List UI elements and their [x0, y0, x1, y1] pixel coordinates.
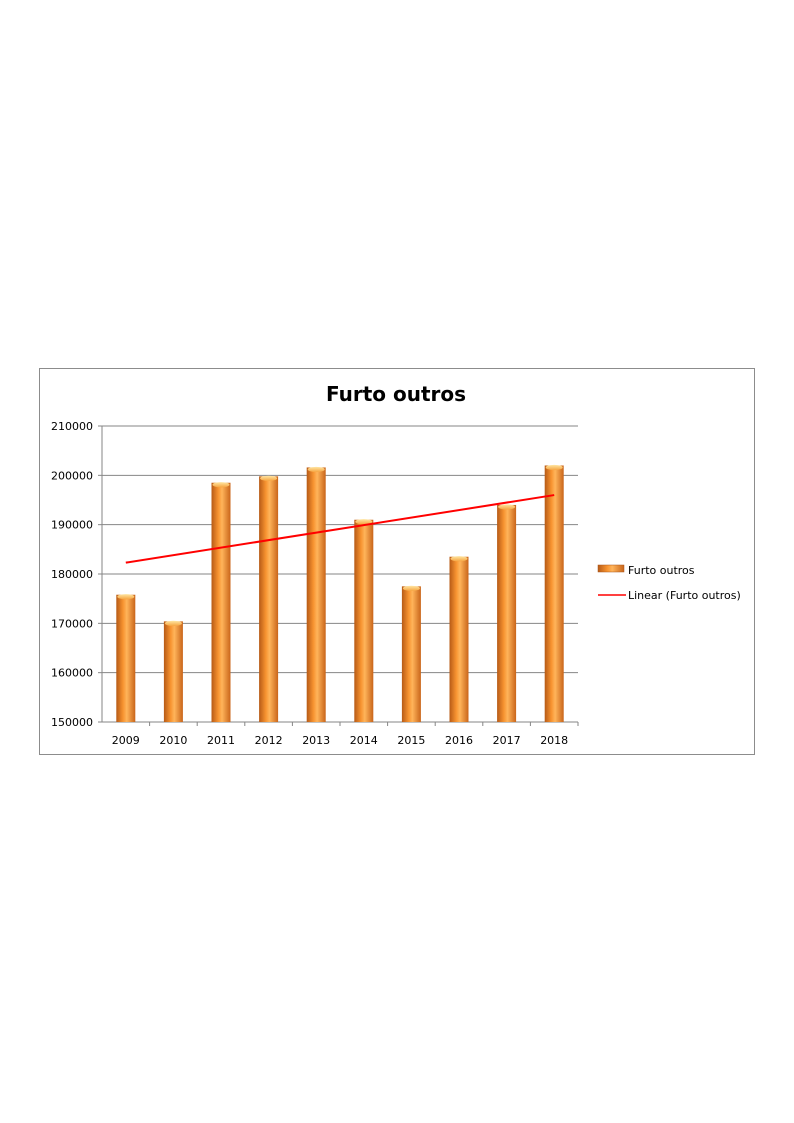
bar	[354, 519, 374, 722]
x-tick-label: 2015	[397, 734, 425, 747]
bar-cap	[355, 519, 373, 525]
x-tick-label: 2010	[159, 734, 187, 747]
y-tick-label: 200000	[51, 469, 93, 482]
y-tick-label: 180000	[51, 568, 93, 581]
bar-cap	[260, 475, 278, 481]
bar-cap	[212, 482, 230, 488]
bar-cap	[164, 620, 182, 626]
bar	[401, 586, 421, 722]
trendline	[125, 494, 555, 564]
bar-cap	[402, 585, 420, 591]
y-tick-label: 160000	[51, 667, 93, 680]
y-tick-label: 170000	[51, 617, 93, 630]
bar	[544, 465, 564, 722]
bar	[211, 482, 231, 722]
bar	[449, 556, 469, 722]
x-tick-label: 2014	[350, 734, 378, 747]
bar	[163, 621, 183, 722]
bar-cap	[307, 466, 325, 473]
x-tick-label: 2011	[207, 734, 235, 747]
y-tick-label: 210000	[51, 420, 93, 433]
bar	[116, 594, 136, 722]
bar	[497, 504, 517, 722]
bar-cap	[498, 504, 516, 510]
x-tick-label: 2016	[445, 734, 473, 747]
x-tick-label: 2018	[540, 734, 568, 747]
bar-cap	[450, 556, 468, 562]
bar	[306, 467, 326, 722]
plot-area: 150000 160000 170000 180000 190000 200000 2100…	[51, 420, 579, 747]
x-tick-label: 2012	[255, 734, 283, 747]
legend-bar-swatch	[597, 564, 625, 573]
chart-frame: Furto outros 150000 160000 170000 180000 190…	[39, 368, 755, 755]
bar-cap	[117, 594, 135, 600]
y-tick-label: 190000	[51, 519, 93, 532]
bar	[259, 476, 279, 722]
y-tick-label: 150000	[51, 716, 93, 729]
bar-cap	[545, 464, 563, 471]
legend: Furto outros Linear (Furto outros)	[597, 564, 741, 602]
legend-label-trendline: Linear (Furto outros)	[628, 589, 741, 602]
x-tick-label: 2009	[112, 734, 140, 747]
x-tick-label: 2017	[493, 734, 521, 747]
chart-title: Furto outros	[326, 382, 466, 406]
legend-label-series: Furto outros	[628, 564, 695, 577]
x-tick-label: 2013	[302, 734, 330, 747]
chart-svg: Furto outros 150000 160000 170000 180000 190…	[51, 382, 741, 747]
